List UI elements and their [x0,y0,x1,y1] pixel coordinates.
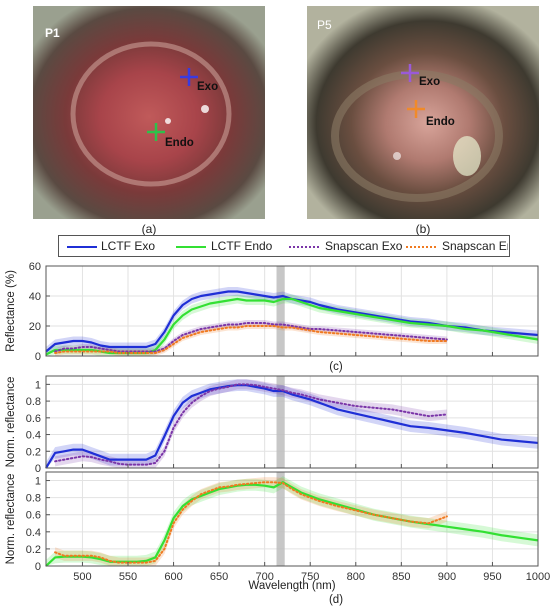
highlight-band [276,266,285,356]
series-band-snapscan-endo [55,323,447,356]
series-band-lctf-exo [46,287,538,356]
exo-marker-label: Exo [419,76,441,88]
y-tick-label: 0.4 [26,430,41,442]
axes-frame [45,265,539,357]
legend-swatch-lctf-endo [176,246,206,248]
y-tick-label: 0 [35,463,41,475]
y-tick-label: 40 [29,291,41,303]
axes-frame [45,471,539,567]
photo-p5-id: P5 [317,18,332,32]
chart-caption-c: (c) [329,361,343,373]
legend-label-snapscan-endo: Snapscan Endo [442,239,508,253]
endo-marker-icon [147,123,165,146]
legend-label-lctf-exo: LCTF Exo [101,239,156,253]
photo-p1-id: P1 [45,26,60,40]
highlight-band [276,376,285,468]
x-tick-label: 550 [119,571,137,583]
photo-p5 [307,6,539,219]
legend-swatch-snapscan-exo [289,246,319,248]
y-tick-label: 0.2 [26,446,41,458]
y-tick-label: 1 [35,476,41,488]
x-tick-label: 600 [164,571,182,583]
spectra-charts: 0 20 40 60 Reflectance (%) (c) 0 0.2 0.4 0.6 0.8 1 N… [5,261,550,606]
y-tick-label: 1 [35,379,41,391]
y-tick-label: 20 [29,321,41,333]
y-tick-label: 0.8 [26,396,41,408]
series-line-snapscan-exo [54,383,448,466]
x-tick-label: 500 [73,571,91,583]
series-band-snapscan-exo [55,320,447,355]
endo-marker-icon [407,100,425,123]
y-axis-label: Norm. reflectance [5,474,17,565]
legend-swatch-snapscan-endo [406,246,436,248]
axes-frame [45,375,539,469]
y-tick-label: 0.2 [26,544,41,556]
x-tick-label: 950 [483,571,501,583]
y-tick-label: 0.6 [26,510,41,522]
exo-marker-icon [401,64,419,87]
chart-caption-d: (d) [329,594,343,606]
y-axis-label: Reflectance (%) [5,270,17,352]
x-axis-label: Wavelength (nm) [248,580,335,592]
y-tick-label: 0 [35,561,41,573]
series-line-lctf-exo [45,384,539,469]
y-tick-label: 60 [29,261,41,273]
legend-label-snapscan-exo: Snapscan Exo [325,239,403,253]
series-line-snapscan-exo [54,322,448,353]
y-tick-label: 0.6 [26,413,41,425]
x-tick-label: 700 [255,571,273,583]
series-line-lctf-exo [45,290,539,353]
y-tick-label: 0.4 [26,527,41,539]
series-line-lctf-endo [45,297,539,356]
endo-marker-label: Endo [426,116,455,128]
x-tick-label: 900 [438,571,456,583]
endo-marker-label: Endo [165,137,194,149]
exo-marker-label: Exo [197,81,219,93]
series-line-snapscan-endo [54,325,448,354]
chart-legend: LCTF Exo LCTF Endo Snapscan Exo Snapscan… [58,235,510,257]
x-tick-label: 750 [301,571,319,583]
panel-caption-b: (b) [415,222,431,236]
x-tick-label: 650 [210,571,228,583]
series-band-snapscan-exo [55,379,447,468]
photo-p1 [33,6,265,219]
series-line-snapscan-endo [54,481,448,564]
highlight-band [276,472,285,566]
panel-caption-a: (a) [141,222,157,236]
y-tick-label: 0 [35,351,41,363]
x-tick-label: 1000 [526,571,550,583]
y-axis-label: Norm. reflectance [5,377,17,468]
y-tick-label: 0.8 [26,493,41,505]
x-tick-label: 850 [392,571,410,583]
legend-swatch-lctf-exo [67,246,97,248]
legend-label-lctf-endo: LCTF Endo [211,239,273,253]
exo-marker-icon [180,68,198,91]
x-tick-label: 800 [347,571,365,583]
